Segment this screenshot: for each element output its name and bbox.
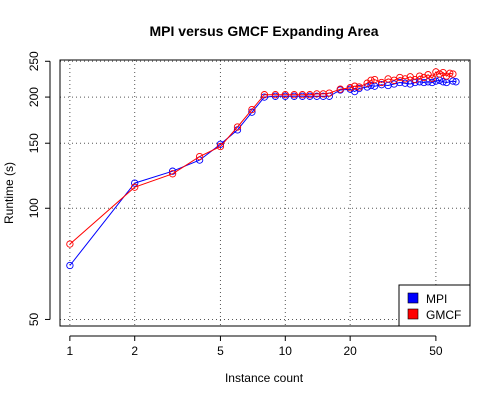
data-point-gmcf <box>271 91 280 99</box>
legend-label-mpi: MPI <box>426 292 447 306</box>
legend-swatch-gmcf <box>407 308 419 320</box>
y-tick-label: 150 <box>27 133 41 153</box>
x-tick-label: 50 <box>429 344 443 358</box>
data-point-gmcf <box>216 142 225 151</box>
series-group <box>66 68 460 270</box>
data-point-gmcf <box>435 70 444 78</box>
data-point-gmcf <box>411 75 419 84</box>
data-point-gmcf <box>401 75 409 83</box>
data-point-gmcf <box>336 85 344 93</box>
data-point-gmcf <box>131 183 139 191</box>
data-point-gmcf <box>233 123 242 131</box>
data-point-gmcf <box>355 83 363 91</box>
data-point-gmcf <box>449 70 457 78</box>
x-tick-label: 1 <box>67 344 74 358</box>
y-axis-label: Runtime (s) <box>2 162 16 224</box>
y-tick-label: 200 <box>27 87 41 107</box>
data-point-gmcf <box>325 89 333 97</box>
x-tick-label: 10 <box>279 344 293 358</box>
data-point-mpi <box>428 78 436 87</box>
x-axis-label: Instance count <box>225 371 304 385</box>
data-point-mpi <box>216 140 225 148</box>
data-point-mpi <box>367 81 375 90</box>
data-point-mpi <box>401 79 409 87</box>
chart-title: MPI versus GMCF Expanding Area <box>150 23 379 39</box>
data-point-gmcf <box>432 68 440 76</box>
data-point-gmcf <box>415 72 424 80</box>
legend-swatch-mpi <box>407 292 419 304</box>
y-tick-label: 100 <box>27 198 41 218</box>
data-point-mpi <box>439 78 447 86</box>
legend-label-gmcf: GMCF <box>426 308 461 322</box>
data-point-mpi <box>420 78 428 87</box>
data-point-gmcf <box>168 170 177 178</box>
data-point-gmcf <box>371 75 379 84</box>
data-point-gmcf <box>390 76 398 84</box>
data-point-mpi <box>131 179 139 187</box>
data-point-gmcf <box>367 76 375 84</box>
data-point-gmcf <box>195 152 204 161</box>
legend: MPI GMCF <box>398 284 471 327</box>
data-point-gmcf <box>290 91 298 99</box>
data-point-gmcf <box>351 82 359 90</box>
plot-frame <box>59 59 471 327</box>
data-point-mpi <box>260 93 269 101</box>
data-point-gmcf <box>248 105 256 114</box>
data-point-mpi <box>452 78 460 86</box>
data-point-mpi <box>66 261 74 270</box>
data-point-mpi <box>415 78 424 86</box>
x-tick-label: 20 <box>343 344 357 358</box>
data-point-gmcf <box>396 73 404 82</box>
y-tick-label: 250 <box>27 51 41 71</box>
data-point-mpi <box>406 80 414 88</box>
data-point-gmcf <box>428 74 436 82</box>
data-point-gmcf <box>346 84 354 92</box>
x-axis: 1 2 5 10 20 50 <box>67 335 443 358</box>
data-point-mpi <box>449 77 457 85</box>
data-point-gmcf <box>446 69 454 77</box>
data-point-gmcf <box>377 78 386 87</box>
data-point-mpi <box>424 78 432 86</box>
data-point-gmcf <box>281 91 289 99</box>
series-line-mpi <box>69 79 457 266</box>
series-line-gmcf <box>69 71 454 245</box>
y-tick-label: 50 <box>27 312 41 326</box>
data-point-gmcf <box>298 91 307 99</box>
data-point-gmcf <box>66 240 74 248</box>
y-axis: 50 100 150 200 250 <box>27 51 51 326</box>
data-point-mpi <box>363 83 371 91</box>
data-point-gmcf <box>260 91 269 99</box>
x-tick-label: 2 <box>131 344 138 358</box>
data-point-gmcf <box>306 91 314 99</box>
x-tick-label: 5 <box>217 344 224 358</box>
